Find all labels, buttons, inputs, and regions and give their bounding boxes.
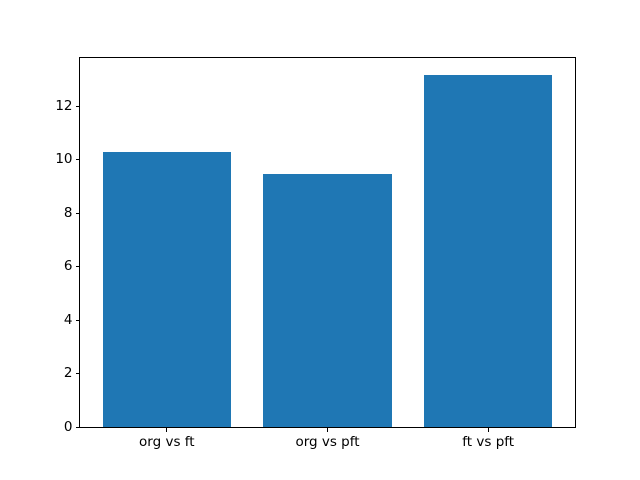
plot-area	[79, 57, 576, 428]
y-tick-mark-4	[76, 319, 80, 321]
y-tick-mark-2	[76, 373, 80, 374]
y-tick-mark-0	[76, 426, 80, 428]
x-tick-label-ft-vs-pft: ft vs pft	[462, 434, 515, 450]
bar-org-vs-pft	[263, 174, 392, 427]
x-tick-label-org-vs-ft: org vs ft	[139, 434, 195, 450]
x-tick-mark-1	[166, 428, 168, 432]
y-tick-label-6: 6	[63, 258, 73, 275]
x-tick-mark-3	[487, 428, 489, 432]
y-tick-mark-8	[76, 212, 80, 214]
bar-org-vs-ft	[102, 151, 232, 427]
y-tick-label-10: 10	[55, 151, 73, 168]
y-tick-mark-10	[76, 159, 80, 161]
x-tick-mark-2	[327, 428, 328, 432]
y-tick-label-12: 12	[55, 97, 73, 114]
y-tick-label-0: 0	[63, 418, 73, 435]
x-tick-label-org-vs-pft: org vs pft	[295, 434, 360, 450]
y-tick-label-2: 2	[63, 365, 73, 381]
y-tick-mark-6	[76, 266, 80, 268]
y-tick-mark-12	[76, 105, 80, 107]
y-tick-label-8: 8	[63, 204, 73, 221]
bar-ft-vs-pft	[423, 75, 553, 427]
y-tick-label-4: 4	[63, 311, 73, 328]
